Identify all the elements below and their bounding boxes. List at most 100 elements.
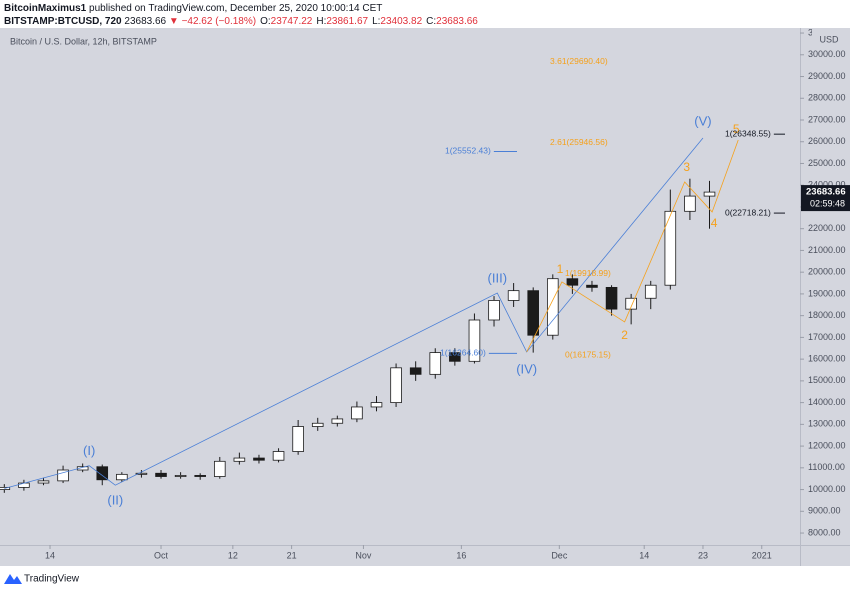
y-tick-label: 28000.00	[808, 93, 846, 103]
candle-body	[213, 460, 226, 477]
y-tick-label: 8000.00	[808, 527, 841, 537]
candle-body	[488, 300, 500, 321]
wave-line	[4, 137, 704, 489]
y-tick-label: 9000.00	[808, 506, 841, 516]
candle-body	[664, 210, 677, 286]
x-tick-label: 14	[45, 550, 55, 560]
candle-body	[37, 480, 50, 484]
x-tick-label: 16	[456, 550, 466, 560]
candle-body	[684, 195, 696, 212]
candle-body	[625, 297, 637, 310]
x-tick-label: Oct	[154, 550, 169, 560]
chart-title: Bitcoin / U.S. Dollar, 12h, BITSTAMP	[10, 36, 157, 46]
level-label: 3.61(29690.40)	[550, 56, 608, 66]
ohlc-value: 23683.66	[436, 16, 478, 27]
level-label: 0(22718.21)	[725, 207, 771, 217]
ohlc-label: L:	[372, 16, 380, 27]
x-tick-label: 2021	[752, 550, 772, 560]
candle-body	[566, 278, 579, 286]
candle-body	[76, 466, 89, 471]
candle-body	[507, 290, 520, 301]
candle-body	[390, 367, 402, 404]
x-tick-label: Dec	[551, 550, 568, 560]
plot	[0, 137, 739, 493]
wave-label: 5	[733, 122, 740, 136]
level-label: 1(19918.99)	[565, 268, 611, 278]
y-tick-label: 10000.00	[808, 484, 846, 494]
y-tick-label: 27000.00	[808, 114, 846, 124]
candle-body	[135, 472, 148, 475]
x-tick-label: 21	[287, 550, 297, 560]
wave-label: (IV)	[516, 361, 537, 376]
candle-body	[194, 475, 206, 477]
candle-body	[527, 290, 539, 336]
y-tick-label: 14000.00	[808, 397, 846, 407]
ohlc-value: 23403.82	[380, 16, 422, 27]
candle-body	[331, 418, 344, 424]
ohlc-label: C:	[426, 16, 436, 27]
logo: TradingView	[4, 574, 80, 585]
candle-body	[155, 472, 167, 477]
author: BitcoinMaximus1	[4, 3, 87, 14]
candle-body	[272, 451, 285, 461]
y-tick-label: 12000.00	[808, 440, 846, 450]
candle-body	[409, 367, 422, 375]
y-tick-label: 16000.00	[808, 354, 846, 364]
wave-line	[526, 139, 739, 353]
candle-body	[96, 466, 109, 481]
brand: TradingView	[24, 574, 80, 585]
wave-label: (III)	[488, 270, 508, 285]
wave-label: 4	[711, 216, 718, 230]
candle-body	[233, 457, 246, 462]
level-label: 0(16175.15)	[565, 350, 611, 360]
wave-label: (I)	[83, 443, 95, 458]
y-tick-label: 11000.00	[808, 462, 845, 472]
candle-body	[605, 286, 618, 310]
price-box	[801, 185, 850, 212]
chart-background	[0, 28, 850, 566]
candle-body	[703, 191, 716, 197]
change: ▼ −42.62 (−0.18%)	[169, 16, 256, 27]
candle-body	[116, 473, 128, 481]
wave-label: 1	[557, 262, 564, 276]
y-tick-label: 26000.00	[808, 136, 846, 146]
wave-label: (V)	[694, 113, 711, 128]
candle-body	[644, 284, 657, 299]
candle-body	[468, 319, 481, 362]
candle-body	[370, 402, 383, 408]
y-tick-label: 15000.00	[808, 375, 846, 385]
ohlc-label: H:	[316, 16, 326, 27]
x-tick-label: Nov	[355, 550, 372, 560]
level-label: 1(16264.60)	[440, 348, 486, 358]
price-label: 23683.66	[806, 187, 846, 198]
candle-body	[253, 457, 265, 461]
ohlc-value: 23747.22	[271, 16, 313, 27]
published: published on TradingView.com, December 2…	[89, 3, 382, 14]
y-tick-label: 18000.00	[808, 310, 846, 320]
symbol: BITSTAMP:BTCUSD, 720	[4, 16, 122, 27]
y-tick-label: 22000.00	[808, 223, 846, 233]
candle-body	[174, 475, 187, 477]
candle-body	[351, 406, 363, 420]
header-line: BITSTAMP:BTCUSD, 720 23683.66 ▼ −42.62 (…	[4, 16, 478, 27]
candle-body	[429, 352, 442, 375]
y-tick-label: 17000.00	[808, 332, 846, 342]
x-tick-label: 14	[639, 550, 649, 560]
candle-body	[586, 284, 598, 288]
price: 23683.66	[124, 16, 166, 27]
y-tick-label: 19000.00	[808, 288, 846, 298]
candle-body	[311, 422, 324, 427]
candle-body	[57, 469, 69, 482]
unit-box	[812, 28, 850, 46]
level-label: 1(26348.55)	[725, 128, 771, 138]
y-unit: USD	[819, 34, 839, 44]
level-label: 1(25552.43)	[445, 146, 491, 156]
header-line: BitcoinMaximus1 published on TradingView…	[4, 3, 382, 14]
x-tick-label: 23	[698, 550, 708, 560]
wave-label: 2	[621, 328, 628, 342]
y-tick-label: 29000.00	[808, 71, 846, 81]
y-tick-label: 21000.00	[808, 245, 846, 255]
candle-body	[292, 426, 304, 452]
